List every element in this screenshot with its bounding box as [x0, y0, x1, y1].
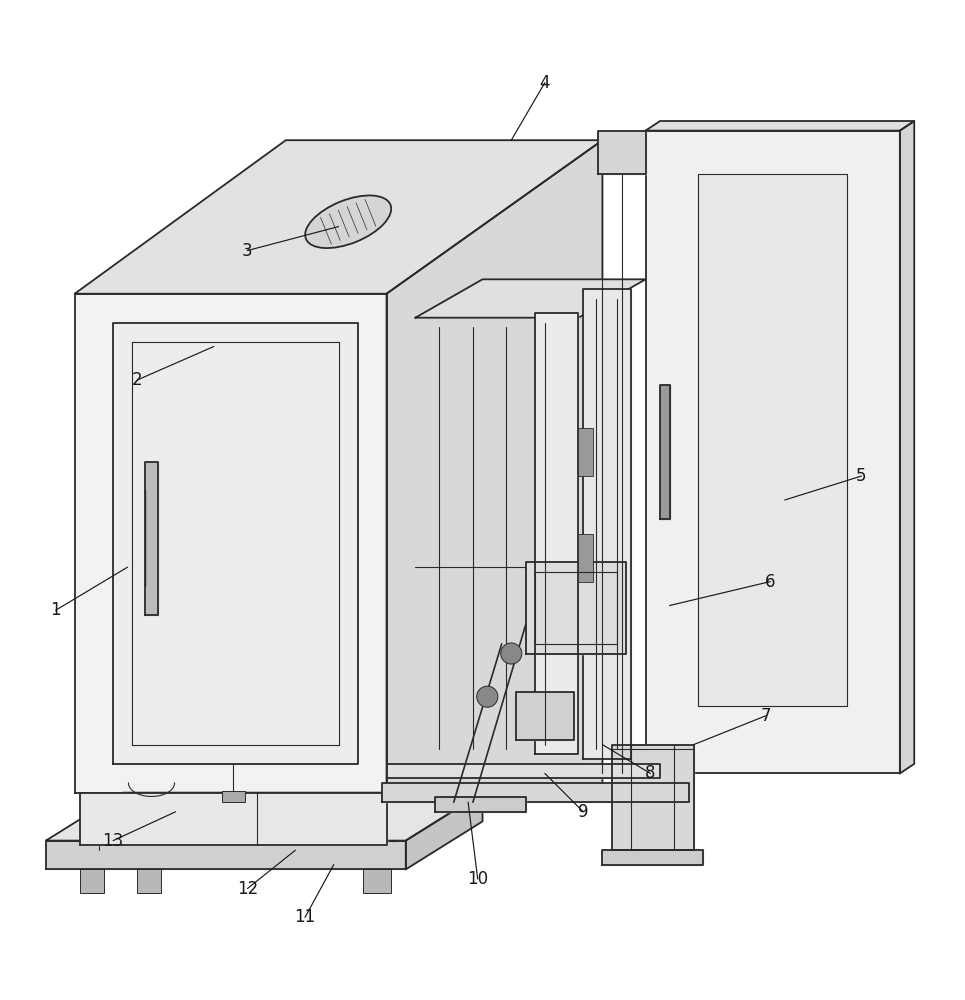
Text: 7: 7	[760, 707, 771, 725]
Polygon shape	[699, 174, 847, 706]
Text: 6: 6	[765, 573, 776, 591]
Polygon shape	[660, 385, 670, 519]
Polygon shape	[145, 462, 158, 615]
Polygon shape	[46, 841, 405, 869]
Bar	[79, 869, 103, 893]
Text: 9: 9	[578, 803, 589, 821]
Circle shape	[477, 686, 498, 707]
Polygon shape	[516, 692, 573, 740]
Polygon shape	[113, 323, 358, 764]
Text: 5: 5	[856, 467, 867, 485]
Polygon shape	[526, 562, 626, 654]
Text: 2: 2	[132, 371, 143, 389]
Polygon shape	[74, 294, 387, 793]
Bar	[222, 791, 244, 802]
Polygon shape	[602, 850, 703, 865]
Polygon shape	[646, 131, 899, 773]
Polygon shape	[434, 797, 526, 812]
Polygon shape	[79, 793, 387, 845]
Ellipse shape	[305, 195, 391, 248]
Text: 10: 10	[467, 870, 488, 888]
Polygon shape	[382, 783, 689, 802]
Polygon shape	[612, 745, 694, 850]
Polygon shape	[74, 140, 602, 294]
Polygon shape	[387, 764, 660, 778]
Bar	[363, 869, 392, 893]
Bar	[137, 869, 161, 893]
Polygon shape	[46, 793, 482, 841]
Bar	[578, 428, 593, 476]
Text: 4: 4	[539, 74, 550, 92]
Polygon shape	[405, 793, 482, 869]
Text: 12: 12	[236, 880, 258, 898]
Text: 13: 13	[102, 832, 124, 850]
Bar	[578, 534, 593, 582]
Polygon shape	[536, 313, 578, 754]
Polygon shape	[387, 140, 602, 793]
Text: 8: 8	[646, 764, 655, 782]
Text: 11: 11	[294, 908, 316, 926]
Polygon shape	[415, 279, 646, 318]
Text: 1: 1	[50, 601, 61, 619]
Polygon shape	[646, 121, 914, 131]
Text: 3: 3	[242, 242, 253, 260]
Polygon shape	[583, 289, 631, 759]
Circle shape	[501, 643, 522, 664]
Polygon shape	[899, 121, 914, 773]
Polygon shape	[597, 131, 646, 174]
